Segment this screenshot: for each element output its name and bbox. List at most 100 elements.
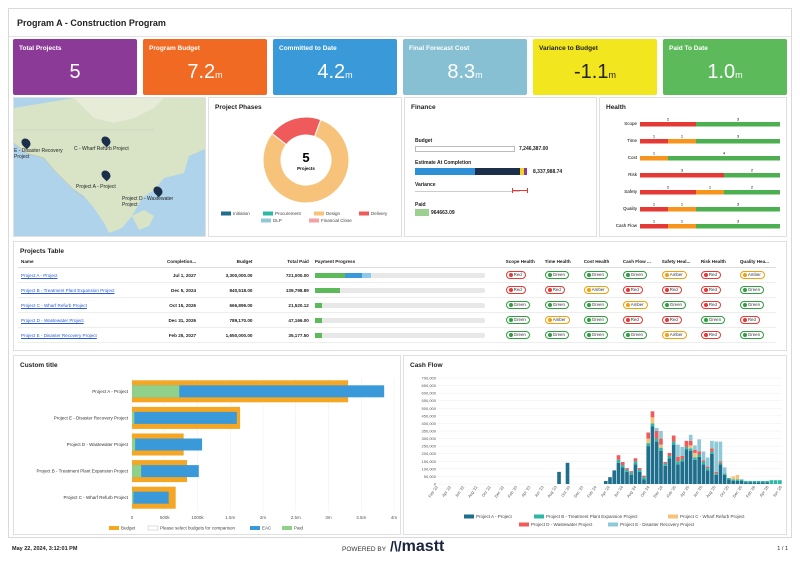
cashflow-bar-segment[interactable]: [748, 480, 752, 483]
cashflow-bar-segment[interactable]: [625, 471, 629, 484]
cashflow-bar-segment[interactable]: [654, 427, 659, 431]
table-row[interactable]: Project E - Disaster Recovery Project Feb…: [18, 327, 776, 343]
cashflow-bar-segment[interactable]: [701, 462, 706, 465]
eac-bar[interactable]: [132, 411, 237, 424]
cashflow-bar-segment[interactable]: [637, 468, 642, 470]
cashflow-bar-segment[interactable]: [718, 441, 723, 462]
table-row[interactable]: Project D - Wastewater Project Dec 31, 20…: [18, 312, 776, 328]
cashflow-bar-segment[interactable]: [667, 452, 672, 456]
cashflow-bar-segment[interactable]: [650, 417, 655, 424]
cashflow-bar-segment[interactable]: [714, 473, 718, 475]
project-link[interactable]: Project D - Wastewater Project: [21, 317, 84, 323]
cashflow-bar-segment[interactable]: [663, 462, 668, 464]
paid-bar[interactable]: [132, 411, 135, 424]
paid-bar[interactable]: [132, 438, 136, 451]
cashflow-bar-segment[interactable]: [612, 470, 617, 484]
cashflow-bar-segment[interactable]: [697, 456, 702, 484]
health-bar-segment[interactable]: [696, 190, 724, 195]
cashflow-bar-segment[interactable]: [710, 451, 714, 454]
table-column-header[interactable]: Total Paid: [255, 256, 312, 268]
cashflow-bar-segment[interactable]: [637, 471, 642, 484]
cashflow-bar-segment[interactable]: [744, 480, 748, 483]
table-row[interactable]: Project A - Project Jul 1, 2027 3,300,000.…: [18, 267, 776, 283]
cashflow-bar-segment[interactable]: [718, 461, 723, 463]
cashflow-bar-segment[interactable]: [625, 469, 629, 472]
health-bar-segment[interactable]: [640, 224, 668, 229]
health-bar-segment[interactable]: [696, 224, 780, 229]
cashflow-bar-segment[interactable]: [735, 480, 740, 484]
paid-bar[interactable]: [132, 385, 180, 398]
cashflow-bar-segment[interactable]: [688, 434, 693, 441]
cashflow-bar-segment[interactable]: [676, 456, 680, 462]
cashflow-bar-segment[interactable]: [671, 435, 676, 442]
health-bar-segment[interactable]: [668, 156, 780, 161]
kpi-card[interactable]: Variance to Budget -1.1m: [533, 39, 657, 95]
cashflow-bar-segment[interactable]: [663, 465, 668, 484]
cashflow-bar-segment[interactable]: [714, 441, 718, 472]
cashflow-bar-segment[interactable]: [765, 480, 769, 483]
table-column-header[interactable]: Budget: [199, 256, 256, 268]
donut-slice[interactable]: [262, 118, 350, 204]
cashflow-bar-segment[interactable]: [693, 452, 697, 458]
cashflow-bar-segment[interactable]: [739, 480, 744, 484]
cashflow-bar-segment[interactable]: [620, 467, 625, 484]
cashflow-bar-segment[interactable]: [705, 457, 710, 467]
cashflow-bar-segment[interactable]: [603, 480, 608, 484]
cashflow-bar-segment[interactable]: [722, 474, 727, 484]
cashflow-bar-segment[interactable]: [693, 445, 697, 450]
health-bar-segment[interactable]: [640, 122, 696, 127]
cashflow-bar-segment[interactable]: [671, 444, 676, 484]
health-bar-segment[interactable]: [668, 224, 696, 229]
table-column-header[interactable]: Quality Hea...: [736, 256, 776, 268]
cashflow-bar-segment[interactable]: [637, 469, 642, 472]
cashflow-bar-segment[interactable]: [727, 479, 731, 484]
cashflow-bar-segment[interactable]: [735, 474, 740, 480]
cashflow-bar-segment[interactable]: [654, 431, 659, 439]
health-bar-segment[interactable]: [696, 207, 780, 212]
project-link[interactable]: Project B - Treatment Plant Expansion Pr…: [21, 287, 115, 293]
cashflow-bar-segment[interactable]: [654, 438, 659, 442]
health-bar-segment[interactable]: [668, 139, 696, 144]
cashflow-bar-segment[interactable]: [714, 471, 718, 474]
cashflow-bar-segment[interactable]: [676, 444, 680, 457]
cashflow-bar-segment[interactable]: [756, 480, 761, 483]
cashflow-bar-segment[interactable]: [705, 470, 710, 484]
cashflow-bar-segment[interactable]: [718, 464, 723, 484]
cashflow-bar-segment[interactable]: [756, 482, 761, 484]
cashflow-bar-segment[interactable]: [684, 449, 689, 484]
project-link[interactable]: Project A - Project: [21, 272, 58, 278]
kpi-card[interactable]: Committed to Date 4.2m: [273, 39, 397, 95]
cashflow-bar-segment[interactable]: [773, 480, 778, 484]
eac-bar[interactable]: [132, 385, 385, 398]
kpi-card[interactable]: Program Budget 7.2m: [143, 39, 267, 95]
cashflow-bar-segment[interactable]: [646, 438, 651, 444]
cashflow-bar-segment[interactable]: [769, 480, 774, 484]
health-bar-segment[interactable]: [668, 207, 696, 212]
cashflow-bar-segment[interactable]: [620, 465, 625, 468]
cashflow-bar-segment[interactable]: [693, 459, 697, 484]
cashflow-bar-segment[interactable]: [714, 474, 718, 484]
eac-bar[interactable]: [132, 465, 199, 478]
cashflow-bar-segment[interactable]: [676, 461, 680, 465]
cashflow-bar-segment[interactable]: [731, 479, 735, 481]
table-column-header[interactable]: Name: [18, 256, 154, 268]
cashflow-bar-segment[interactable]: [625, 468, 629, 470]
kpi-card[interactable]: Paid To Date 1.0m: [663, 39, 787, 95]
project-link[interactable]: Project E - Disaster Recovery Project: [21, 332, 97, 338]
cashflow-bar-segment[interactable]: [718, 462, 723, 465]
cashflow-bar-segment[interactable]: [765, 482, 769, 484]
cashflow-bar-segment[interactable]: [633, 464, 638, 484]
cashflow-bar-segment[interactable]: [646, 443, 651, 447]
cashflow-bar-segment[interactable]: [697, 439, 702, 452]
cashflow-bar-segment[interactable]: [646, 446, 651, 484]
health-bar-segment[interactable]: [640, 156, 668, 161]
cashflow-bar-segment[interactable]: [697, 451, 702, 455]
table-column-header[interactable]: Risk Health: [697, 256, 737, 268]
cashflow-bar-segment[interactable]: [710, 440, 714, 449]
cashflow-bar-segment[interactable]: [735, 479, 740, 481]
cashflow-bar-segment[interactable]: [701, 464, 706, 484]
cashflow-bar-segment[interactable]: [680, 461, 685, 484]
cashflow-bar-segment[interactable]: [722, 467, 727, 474]
cashflow-bar-segment[interactable]: [731, 476, 735, 480]
paid-bar[interactable]: [132, 465, 142, 478]
